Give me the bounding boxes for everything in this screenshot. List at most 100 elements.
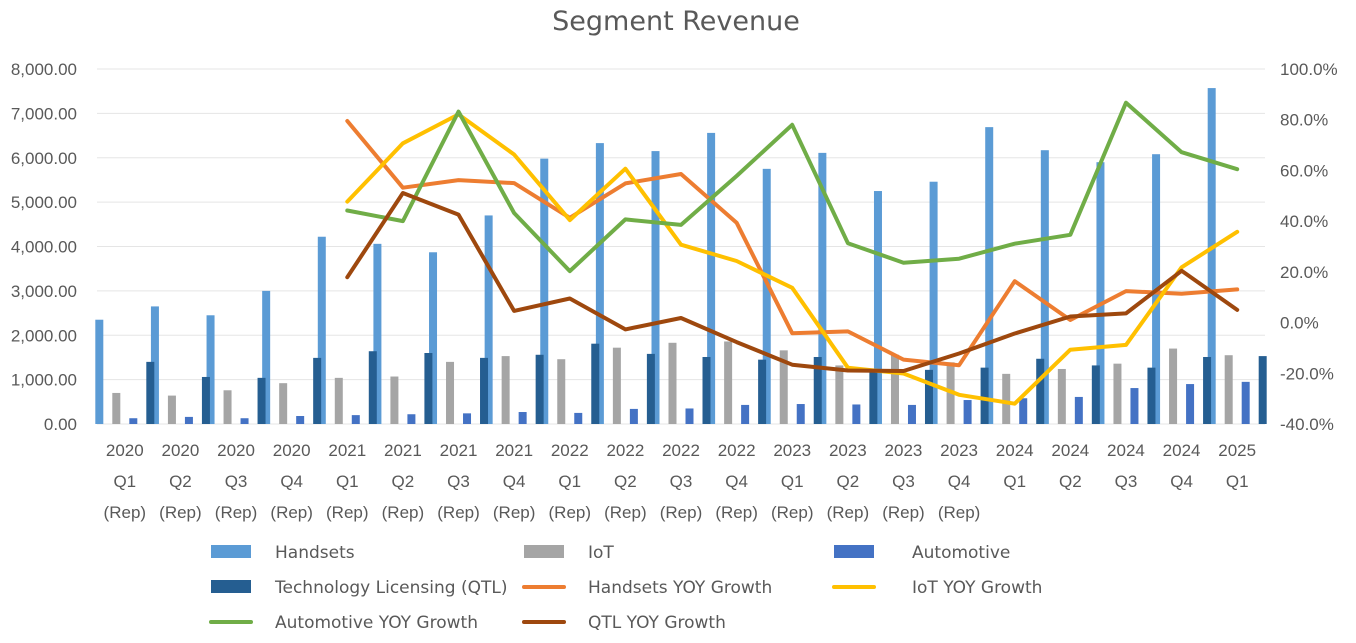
legend-item: IoT YOY Growth	[832, 578, 1042, 598]
bar	[779, 350, 788, 424]
x-axis-tick-label: (Rep)	[326, 503, 369, 522]
bar	[980, 367, 989, 424]
bar	[1019, 398, 1028, 424]
line-series-2	[345, 100, 1240, 274]
left-axis-tick-label: 8,000.00	[11, 60, 77, 79]
legend-swatch	[211, 580, 251, 593]
bar	[1113, 363, 1122, 424]
legend-label: Handsets YOY Growth	[588, 578, 772, 598]
x-axis-tick-label: 2021	[495, 441, 533, 460]
x-axis-tick-label: 2023	[829, 441, 867, 460]
x-axis-tick-label: 2024	[996, 441, 1034, 460]
x-axis-tick-label: (Rep)	[104, 503, 147, 522]
bar	[907, 404, 916, 424]
bar-series-2	[129, 381, 1250, 424]
x-axis-tick-label: Q2	[837, 472, 860, 491]
legend-label: IoT	[588, 543, 614, 563]
bar	[1207, 88, 1216, 425]
x-axis-tick-label: (Rep)	[159, 503, 202, 522]
bar	[201, 376, 210, 424]
x-axis-tick-label: 2023	[773, 441, 811, 460]
chart-title: Segment Revenue	[552, 6, 800, 37]
bar	[591, 343, 600, 424]
bar	[873, 191, 882, 424]
x-axis-tick-label: 2025	[1218, 441, 1256, 460]
bar	[890, 354, 899, 424]
x-axis-tick-label: Q1	[781, 472, 804, 491]
bar	[1147, 367, 1156, 424]
left-axis-tick-label: 7,000.00	[11, 104, 77, 123]
legend-item: Handsets	[211, 543, 355, 563]
x-axis-tick-label: 2020	[273, 441, 311, 460]
x-axis-tick-label: (Rep)	[827, 503, 870, 522]
bar	[612, 347, 621, 424]
bar	[446, 361, 455, 424]
x-axis-tick-label: 2024	[1051, 441, 1089, 460]
left-axis-tick-label: 5,000.00	[11, 193, 77, 212]
x-axis-tick-label: Q1	[336, 472, 359, 491]
x-axis-tick-label: 2024	[1163, 441, 1201, 460]
x-axis-tick-label: (Rep)	[549, 503, 592, 522]
left-axis-tick-label: 2,000.00	[11, 326, 77, 345]
x-axis-tick-label: (Rep)	[771, 503, 814, 522]
x-axis-tick-label: Q3	[892, 472, 915, 491]
bar	[1241, 381, 1250, 424]
bar	[929, 181, 938, 424]
bar	[1224, 355, 1233, 424]
bar	[150, 306, 159, 424]
x-axis-tick-label: Q4	[948, 472, 971, 491]
bar	[95, 319, 104, 424]
x-axis-tick-label: Q1	[1226, 472, 1249, 491]
bar	[240, 418, 249, 424]
bar	[1130, 388, 1139, 424]
line-series-3	[345, 191, 1240, 373]
x-axis-tick-label: Q1	[558, 472, 581, 491]
right-axis-tick-label: -40.0%	[1280, 415, 1334, 434]
x-axis-tick-label: Q2	[1059, 472, 1082, 491]
x-axis-tick-label: Q2	[392, 472, 415, 491]
legend-label: IoT YOY Growth	[912, 578, 1042, 598]
bar	[963, 400, 972, 424]
legend: Handsets IoT Automotive Technology Licensin…	[209, 543, 1042, 633]
bar-series-group	[95, 88, 1267, 425]
bar	[407, 414, 416, 424]
bar	[758, 359, 767, 424]
bar	[668, 342, 677, 424]
legend-item: QTL YOY Growth	[522, 613, 726, 633]
bar	[1057, 368, 1066, 424]
legend-label: Automotive YOY Growth	[275, 613, 478, 633]
bar	[646, 353, 655, 424]
legend-label: Handsets	[275, 543, 355, 563]
bar	[724, 341, 733, 424]
legend-swatch	[524, 545, 564, 558]
right-axis-tick-label: 100.0%	[1280, 60, 1338, 79]
bar	[557, 359, 566, 424]
bar	[184, 416, 193, 424]
line-series-1	[345, 112, 1240, 406]
bar	[707, 132, 716, 424]
bar	[257, 377, 266, 424]
bar	[741, 404, 750, 424]
bar	[762, 168, 771, 424]
bar	[685, 408, 694, 424]
bar	[480, 357, 489, 424]
bar	[296, 416, 305, 424]
right-axis-tick-label: 60.0%	[1280, 161, 1328, 180]
bar	[373, 243, 382, 424]
bar	[835, 365, 844, 424]
bar	[112, 392, 121, 424]
x-axis-tick-label: Q3	[447, 472, 470, 491]
x-axis: 2020 Q1 (Rep) 2020 Q2 (Rep) 2020 Q3 (Rep) 2020 Q4 (…	[104, 441, 1257, 522]
bar	[518, 412, 527, 424]
x-axis-tick-label: (Rep)	[437, 503, 480, 522]
bar	[869, 369, 878, 424]
bar	[924, 369, 933, 424]
right-axis-tick-label: 40.0%	[1280, 212, 1328, 231]
bar	[146, 361, 155, 424]
bar	[818, 152, 827, 424]
x-axis-tick-label: 2023	[885, 441, 923, 460]
bar	[501, 356, 510, 424]
bar-series-0	[95, 88, 1216, 425]
